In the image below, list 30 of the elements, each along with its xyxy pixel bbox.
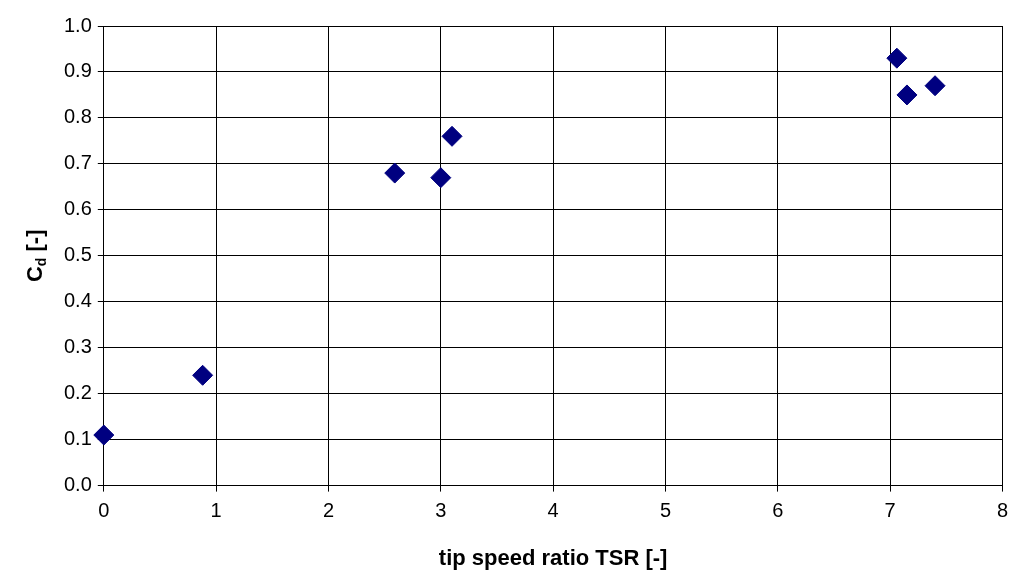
x-tick-label: 6 (772, 499, 784, 522)
point (886, 47, 908, 69)
point (192, 364, 214, 386)
point (430, 167, 452, 189)
y-axis-title: Cd [-] (22, 229, 50, 283)
x-tick-label: 0 (98, 499, 110, 522)
y-tick-label: 0.2 (63, 381, 92, 404)
x-tick-label: 3 (435, 499, 447, 522)
point (93, 424, 115, 446)
x-tick-label: 2 (322, 499, 335, 522)
y-tick-label: 0.6 (63, 197, 92, 220)
y-tick-label: 0.1 (63, 427, 92, 450)
x-tick-label: 4 (547, 499, 559, 522)
point (384, 162, 406, 184)
y-tick-label: 0.0 (63, 473, 92, 496)
y-tick-label: 0.7 (63, 151, 92, 174)
x-axis-title: tip speed ratio TSR [-] (438, 544, 668, 570)
y-tick-label: 0.9 (63, 59, 92, 82)
x-tick-label: 1 (210, 499, 222, 522)
y-tick-label: 0.5 (63, 243, 92, 266)
y-tick-label: 0.4 (63, 289, 92, 312)
x-tick-label: 7 (884, 499, 896, 522)
x-tick-label: 8 (996, 499, 1008, 522)
point (896, 84, 918, 106)
point (924, 75, 946, 97)
y-tick-label: 0.8 (63, 105, 92, 128)
y-tick-label: 0.3 (63, 335, 92, 358)
x-tick-label: 5 (659, 499, 672, 522)
y-tick-label: 1.0 (63, 13, 92, 36)
point (441, 125, 463, 147)
